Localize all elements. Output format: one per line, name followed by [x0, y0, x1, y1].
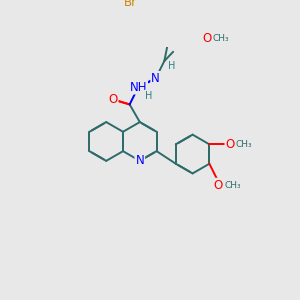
Text: O: O	[214, 179, 223, 192]
Text: N: N	[135, 154, 144, 167]
Text: H: H	[168, 61, 175, 71]
Text: N: N	[151, 72, 160, 85]
Text: Br: Br	[124, 0, 137, 9]
Text: CH₃: CH₃	[224, 181, 241, 190]
Text: CH₃: CH₃	[212, 34, 229, 43]
Text: O: O	[226, 138, 235, 151]
Text: O: O	[108, 93, 118, 106]
Text: O: O	[202, 32, 211, 45]
Text: CH₃: CH₃	[236, 140, 253, 149]
Text: NH: NH	[130, 81, 147, 94]
Text: H: H	[145, 91, 152, 100]
